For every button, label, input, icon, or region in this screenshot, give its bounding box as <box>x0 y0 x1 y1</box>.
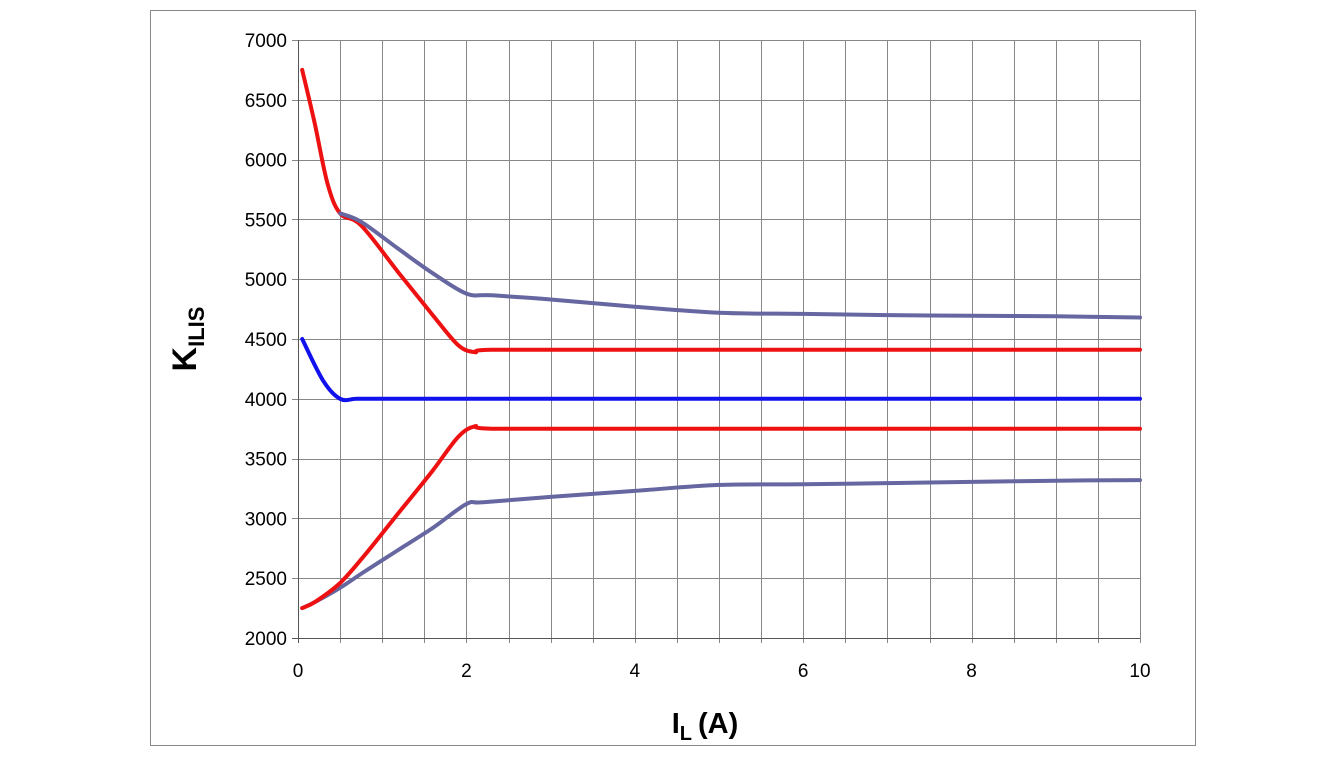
y-tick-label: 4000 <box>245 390 287 411</box>
y-tick-label: 2500 <box>245 569 287 590</box>
x-axis-title-main: I <box>672 708 680 740</box>
series-line-5 <box>338 211 1142 320</box>
series-line-3 <box>300 337 1142 403</box>
x-axis-title: IL (A) <box>672 708 739 745</box>
y-axis-title: KILIS <box>166 307 209 372</box>
y-tick-label: 3000 <box>245 509 287 530</box>
y-tick-label: 6500 <box>245 91 287 112</box>
chart-frame <box>150 10 1196 746</box>
y-tick-label: 4500 <box>245 330 287 351</box>
series-line-1 <box>300 478 1142 611</box>
x-tick-label: 2 <box>461 661 472 682</box>
y-axis-title-subscript: ILIS <box>184 307 209 347</box>
y-tick-label: 5500 <box>245 210 287 231</box>
y-tick-label: 6000 <box>245 151 287 172</box>
y-tick-label: 3500 <box>245 450 287 471</box>
x-axis-title-unit: (A) <box>698 708 738 740</box>
x-tick-label: 0 <box>293 661 304 682</box>
tick-label-layer: 2000 2500 3000 3500 4000 4500 5000 5500 6000 6500… <box>245 31 1151 682</box>
series-line-2 <box>300 423 1142 611</box>
x-tick-label: 10 <box>1129 661 1150 682</box>
x-tick-label: 8 <box>966 661 977 682</box>
x-axis-title-subscript: L <box>680 723 692 745</box>
series-layer <box>300 67 1142 611</box>
y-tick-label: 7000 <box>245 31 287 52</box>
grid-layer <box>292 40 1141 643</box>
series-line-4 <box>300 67 1142 355</box>
y-tick-label: 5000 <box>245 270 287 291</box>
y-tick-label: 2000 <box>245 629 287 650</box>
x-tick-label: 4 <box>630 661 641 682</box>
y-axis-title-main: K <box>166 346 204 371</box>
x-tick-label: 6 <box>798 661 809 682</box>
